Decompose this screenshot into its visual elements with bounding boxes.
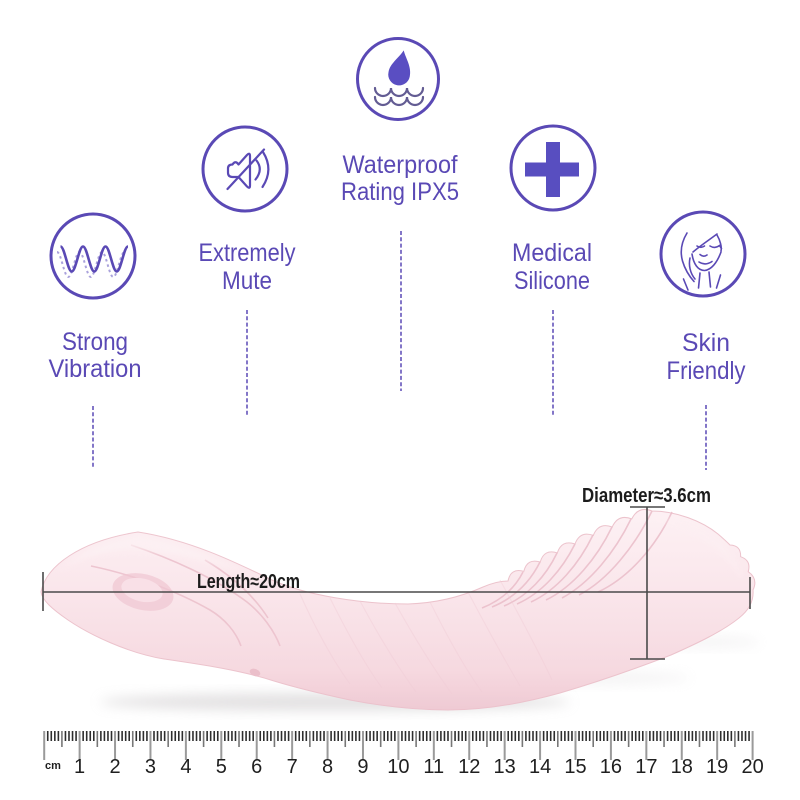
svg-text:1: 1 [74,756,85,778]
svg-text:Mute: Mute [222,267,272,295]
svg-text:Waterproof: Waterproof [343,151,458,179]
svg-text:9: 9 [357,756,368,778]
svg-text:5: 5 [216,756,227,778]
svg-text:11: 11 [423,756,444,778]
svg-text:10: 10 [387,756,409,778]
svg-text:2: 2 [109,756,120,778]
svg-text:15: 15 [564,756,586,778]
svg-text:19: 19 [706,756,728,778]
svg-text:12: 12 [458,756,480,778]
svg-text:16: 16 [600,756,622,778]
svg-text:7: 7 [287,756,298,778]
svg-text:Strong: Strong [62,328,128,356]
svg-text:8: 8 [322,756,333,778]
svg-text:cm: cm [45,760,61,772]
svg-text:17: 17 [635,756,657,778]
svg-text:Extremely: Extremely [199,239,296,267]
svg-text:Vibration: Vibration [49,355,142,383]
svg-text:Diameter≈3.6cm: Diameter≈3.6cm [582,485,711,507]
svg-text:Length≈20cm: Length≈20cm [197,571,300,593]
svg-text:Silicone: Silicone [514,267,590,295]
svg-text:4: 4 [180,756,191,778]
svg-text:Rating IPX5: Rating IPX5 [341,178,459,206]
svg-text:Medical: Medical [512,239,592,267]
svg-text:Skin: Skin [682,329,730,357]
svg-text:Friendly: Friendly [667,357,746,385]
svg-text:3: 3 [145,756,156,778]
svg-text:14: 14 [529,756,551,778]
svg-text:6: 6 [251,756,262,778]
svg-text:20: 20 [741,756,763,778]
svg-text:18: 18 [671,756,693,778]
svg-text:13: 13 [494,756,516,778]
